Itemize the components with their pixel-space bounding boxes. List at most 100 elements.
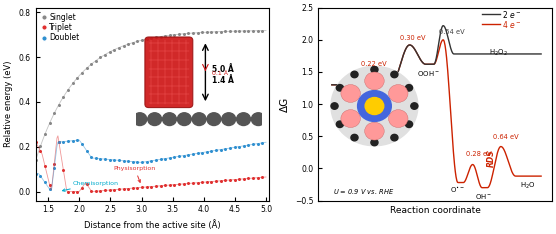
Text: Chemisorption: Chemisorption	[62, 181, 119, 191]
Triplet	[88, 189, 95, 192]
Y-axis label: ΔG: ΔG	[280, 96, 290, 112]
Triplet	[190, 182, 196, 184]
Doublet	[42, 181, 48, 184]
Triplet	[97, 190, 104, 192]
Doublet	[176, 155, 182, 158]
Text: 0.28 eV: 0.28 eV	[466, 151, 492, 157]
Triplet	[254, 176, 261, 179]
Doublet	[116, 159, 122, 162]
Triplet	[70, 190, 76, 193]
Doublet	[143, 160, 150, 163]
Doublet	[208, 150, 215, 153]
Triplet	[250, 177, 256, 179]
Singlet	[139, 39, 146, 41]
Singlet	[143, 38, 150, 40]
Triplet	[139, 186, 146, 189]
Triplet	[166, 184, 173, 186]
Doublet	[185, 154, 192, 156]
Triplet	[199, 181, 206, 184]
Singlet	[78, 71, 85, 74]
Line: Triplet: Triplet	[34, 140, 264, 193]
Triplet	[83, 183, 90, 186]
Singlet	[130, 41, 136, 44]
Triplet	[176, 183, 182, 186]
Doublet	[102, 158, 108, 161]
Doublet	[111, 159, 118, 161]
Doublet	[250, 143, 256, 146]
Singlet	[120, 44, 127, 47]
Triplet	[134, 186, 141, 189]
Doublet	[166, 156, 173, 159]
Text: O$^{\bullet-}$: O$^{\bullet-}$	[450, 186, 465, 195]
Triplet	[130, 187, 136, 190]
Doublet	[236, 145, 242, 148]
Doublet	[120, 159, 127, 162]
Triplet	[120, 187, 127, 190]
Text: OH$^-$: OH$^-$	[475, 192, 492, 201]
Triplet	[171, 183, 178, 186]
Triplet	[259, 176, 266, 179]
Singlet	[42, 133, 48, 135]
Triplet	[60, 169, 67, 172]
Singlet	[199, 31, 206, 34]
Triplet	[106, 189, 113, 191]
Singlet	[64, 88, 71, 91]
Doublet	[213, 149, 220, 152]
Singlet	[240, 29, 247, 32]
Doublet	[203, 150, 210, 153]
Singlet	[60, 95, 67, 98]
Triplet	[245, 177, 252, 180]
Line: Singlet: Singlet	[34, 29, 264, 162]
Singlet	[70, 82, 76, 85]
Triplet	[231, 178, 238, 181]
Text: $U$ = 0.9 V vs. RHE: $U$ = 0.9 V vs. RHE	[333, 187, 394, 196]
Text: 0.54 eV: 0.54 eV	[439, 29, 465, 35]
Singlet	[250, 29, 256, 32]
Singlet	[92, 59, 99, 62]
Y-axis label: Relative energy (eV): Relative energy (eV)	[4, 61, 13, 147]
Doublet	[171, 156, 178, 158]
Triplet	[64, 190, 71, 193]
Singlet	[111, 48, 118, 51]
Singlet	[125, 43, 132, 45]
Singlet	[259, 29, 266, 32]
Triplet	[42, 165, 48, 167]
Triplet	[208, 180, 215, 183]
Line: Doublet: Doublet	[34, 139, 264, 191]
Text: 0.64 eV: 0.64 eV	[493, 134, 518, 140]
Triplet	[148, 185, 155, 188]
Text: RDS: RDS	[487, 149, 496, 167]
Singlet	[254, 29, 261, 32]
Triplet	[46, 183, 53, 186]
Doublet	[222, 147, 229, 150]
Singlet	[116, 46, 122, 49]
X-axis label: Distance from the active site (Å): Distance from the active site (Å)	[84, 220, 221, 230]
Singlet	[180, 32, 187, 35]
Text: O$_2$: O$_2$	[337, 90, 348, 100]
Singlet	[134, 40, 141, 43]
Triplet	[162, 184, 168, 187]
Doublet	[254, 142, 261, 145]
Text: Physisorption: Physisorption	[113, 165, 156, 182]
Doublet	[217, 148, 224, 151]
Singlet	[166, 34, 173, 37]
Singlet	[176, 33, 182, 36]
Singlet	[106, 51, 113, 53]
Singlet	[56, 103, 62, 106]
Singlet	[97, 56, 104, 59]
Doublet	[46, 188, 53, 190]
Legend: Singlet, Triplet, Doublet: Singlet, Triplet, Doublet	[38, 10, 83, 45]
Singlet	[236, 30, 242, 33]
Doublet	[152, 159, 159, 161]
Triplet	[217, 179, 224, 182]
Triplet	[143, 186, 150, 188]
Triplet	[185, 182, 192, 185]
Singlet	[190, 32, 196, 34]
Singlet	[157, 35, 164, 38]
Doublet	[64, 140, 71, 143]
Doublet	[180, 154, 187, 157]
Triplet	[222, 179, 229, 182]
Text: H$_2$O$_2$: H$_2$O$_2$	[489, 48, 508, 58]
Triplet	[56, 140, 62, 143]
Singlet	[203, 31, 210, 34]
